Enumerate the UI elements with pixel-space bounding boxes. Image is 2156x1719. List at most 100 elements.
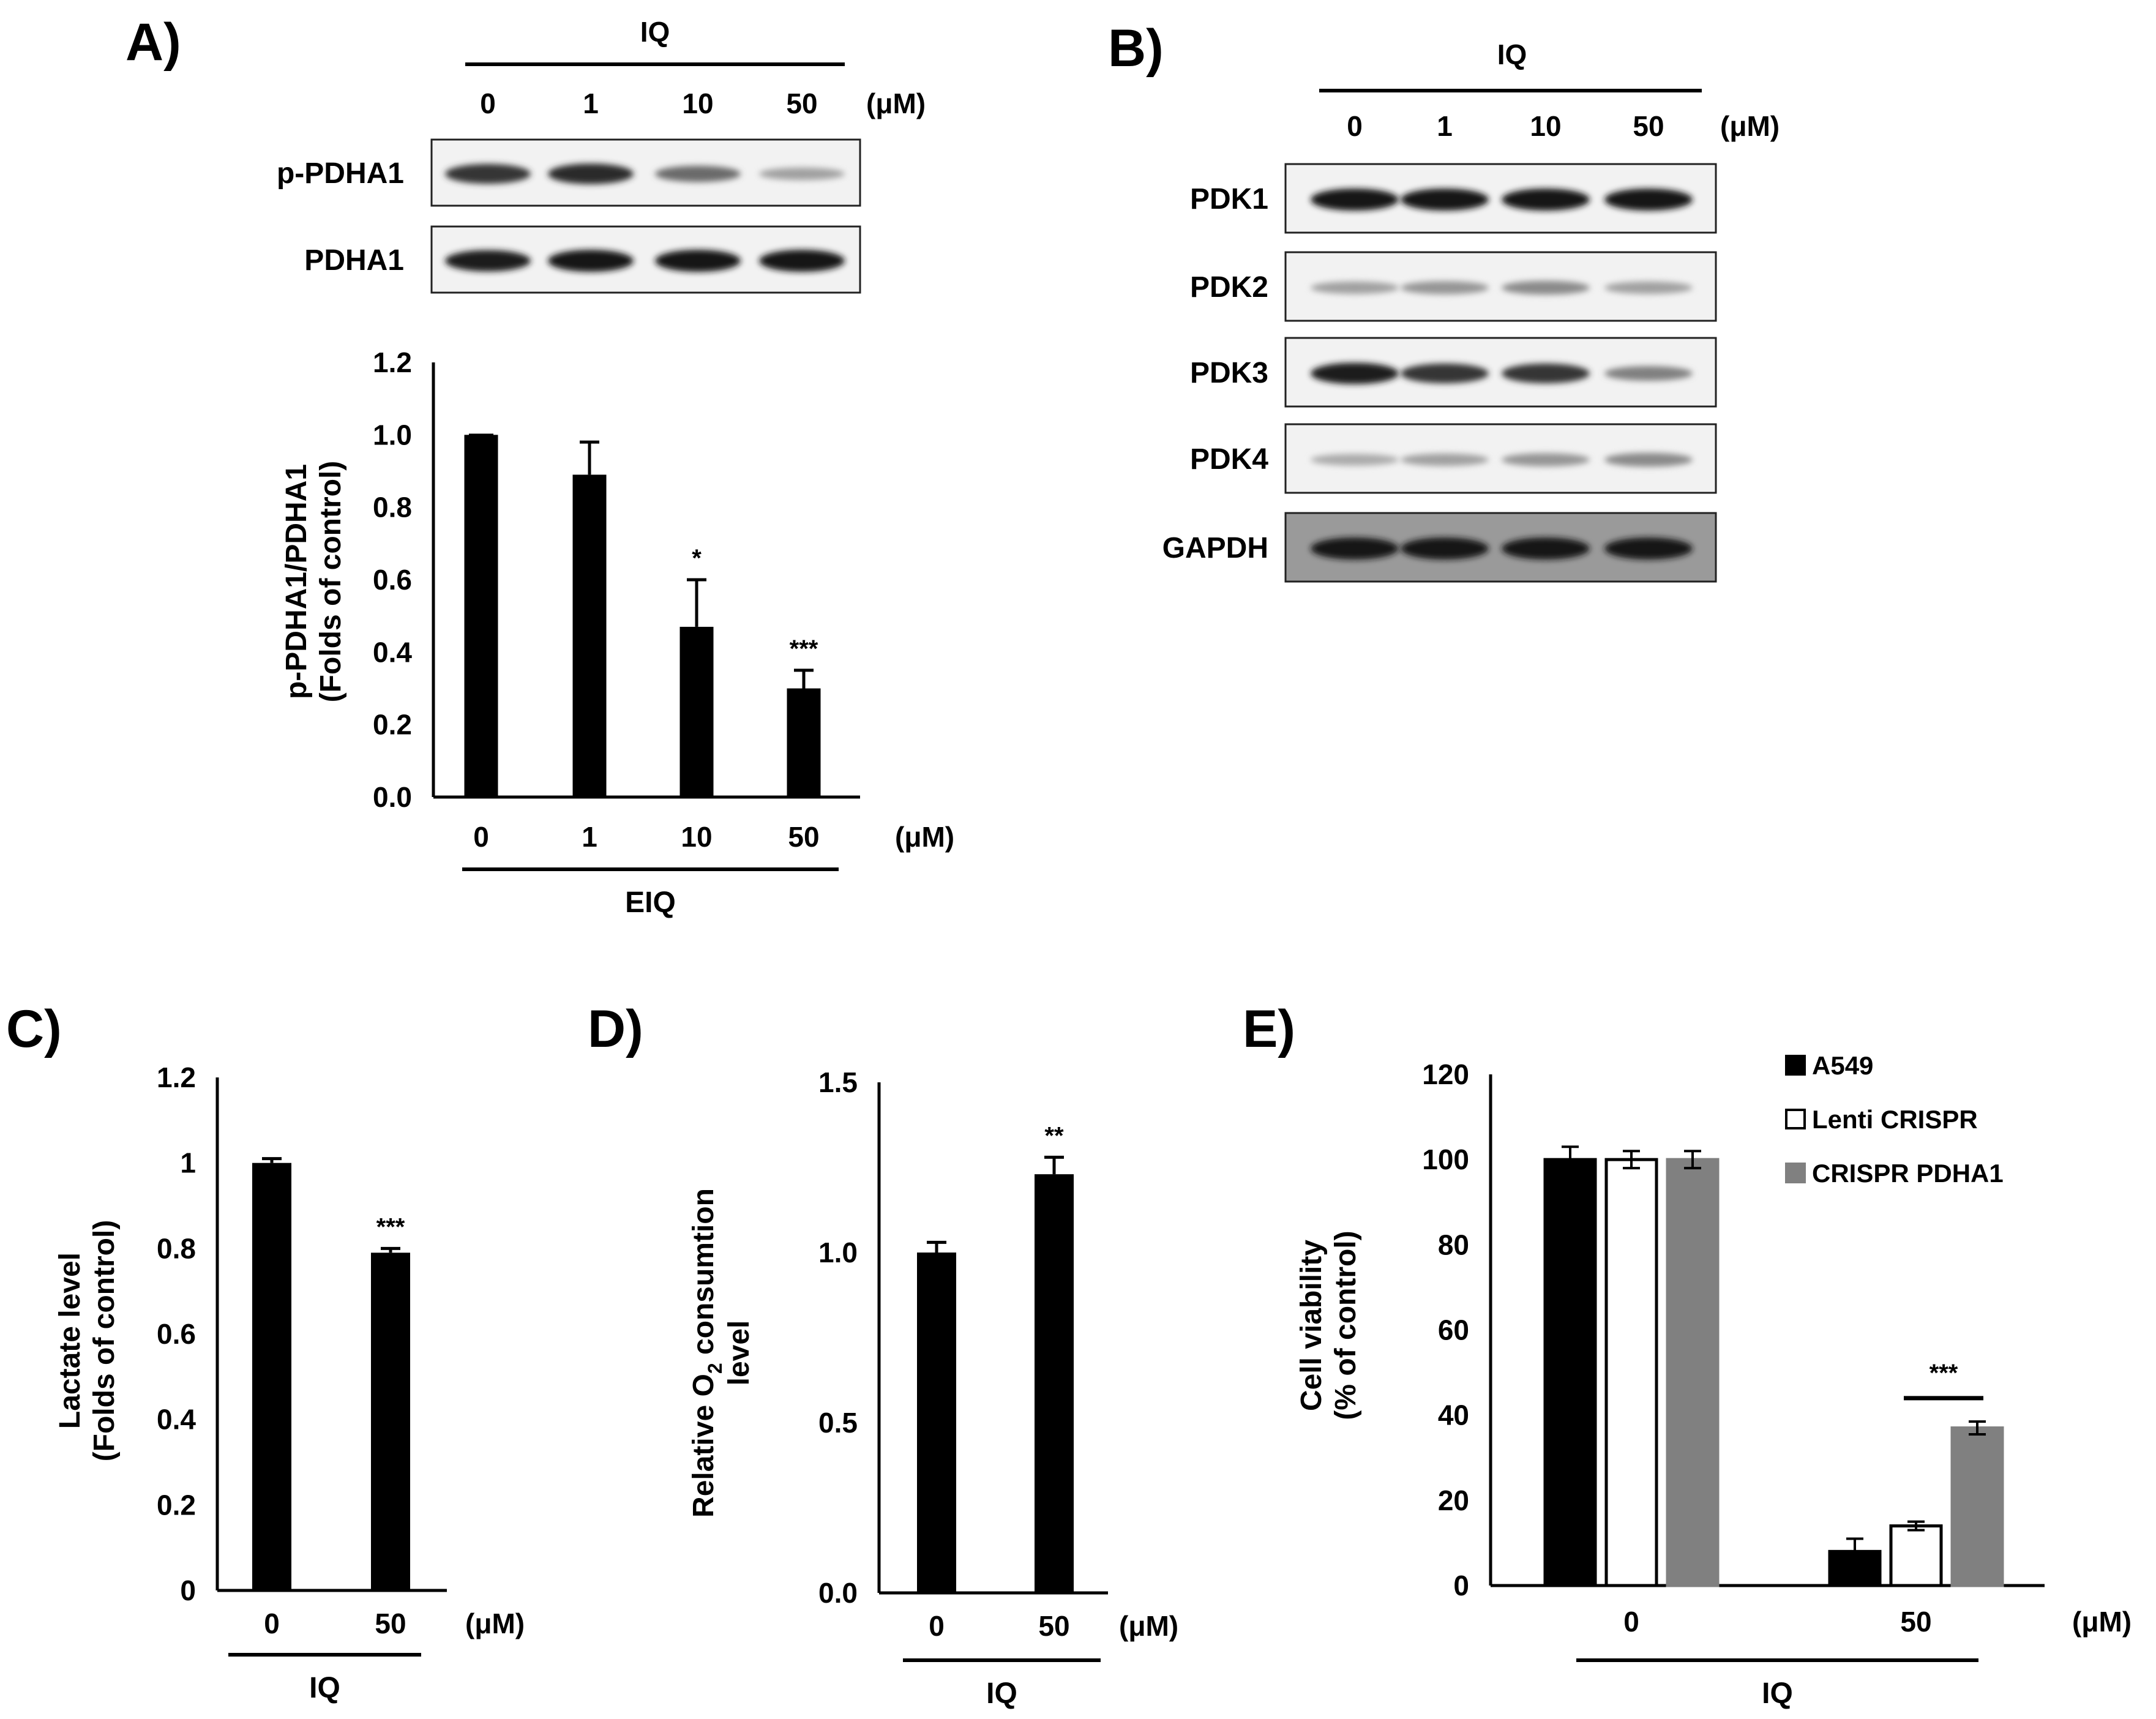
blot-dose-label: 10 xyxy=(682,88,713,119)
y-tick-label: 20 xyxy=(1438,1485,1469,1516)
blot-row-label: GAPDH xyxy=(1162,532,1268,564)
blot-row-pdk4: PDK4 xyxy=(1190,423,1717,494)
x-tick-label: 50 xyxy=(1038,1610,1069,1642)
y-axis-label-line: level xyxy=(723,1320,755,1386)
blot-dose-label: 50 xyxy=(786,88,817,119)
bar xyxy=(917,1253,956,1593)
blot-band xyxy=(1604,281,1693,294)
bar xyxy=(1035,1174,1074,1593)
blot-row-label: PDK2 xyxy=(1190,271,1268,304)
x-tick-label: 0 xyxy=(929,1610,945,1642)
bar xyxy=(1543,1158,1597,1587)
blot-band xyxy=(655,250,741,272)
y-axis-label: Relative O2 consumtion level xyxy=(687,1188,755,1518)
blot-band xyxy=(1311,189,1399,211)
y-tick-label: 0.4 xyxy=(373,636,412,668)
bar xyxy=(787,688,821,797)
x-group-label: IQ xyxy=(309,1672,340,1704)
blot-band xyxy=(445,163,531,184)
y-tick-label: 40 xyxy=(1438,1399,1469,1431)
bar-chart-d: 0.0 0.5 1.0 1.5 0 ** 50 IQ (μM) Relative O2 consu… xyxy=(687,1066,1178,1710)
blot-a-unit: (μM) xyxy=(866,88,926,119)
bar xyxy=(464,435,498,797)
bar-chart-c: 0 0.2 0.4 0.6 0.8 1 1.2 0 *** 50 IQ (μM) Lactate lev… xyxy=(54,1062,525,1704)
bar xyxy=(679,626,714,797)
significance-marker: ** xyxy=(1044,1122,1064,1149)
blot-band xyxy=(445,250,531,272)
blot-row-gapdh: GAPDH xyxy=(1162,512,1717,583)
blot-band xyxy=(1311,454,1399,466)
y-tick-label: 0.0 xyxy=(373,781,412,813)
significance-marker: * xyxy=(692,545,702,572)
blot-row-pdk3: PDK3 xyxy=(1190,337,1717,408)
blot-band xyxy=(1604,366,1693,381)
legend: A549 Lenti CRISPR CRISPR PDHA1 xyxy=(1785,1051,2004,1188)
y-axis-label-part: Relative O xyxy=(687,1374,720,1518)
significance-marker: *** xyxy=(1930,1360,1958,1387)
y-axis-label-line: (Folds of control) xyxy=(88,1220,121,1462)
bar xyxy=(1889,1524,1943,1587)
bar xyxy=(371,1253,410,1590)
blot-row-label: p-PDHA1 xyxy=(277,157,404,190)
significance-marker: *** xyxy=(790,635,818,662)
blot-band xyxy=(655,165,741,182)
blot-band xyxy=(1502,280,1590,295)
y-axis-label: Cell viability(% of control) xyxy=(1295,1230,1362,1420)
blot-dose-label: 10 xyxy=(1530,110,1561,142)
y-tick-label: 0.2 xyxy=(157,1489,196,1521)
y-tick-label: 0.8 xyxy=(157,1232,196,1264)
y-tick-label: 120 xyxy=(1422,1058,1469,1090)
blot-dose-label: 0 xyxy=(480,88,496,119)
y-tick-label: 0 xyxy=(1453,1570,1469,1601)
panel-label-e: E) xyxy=(1243,1000,1295,1058)
legend-swatch xyxy=(1785,1055,1806,1076)
blot-band xyxy=(1502,453,1590,466)
y-axis-label: p-PDHA1/PDHA1(Folds of control) xyxy=(280,461,347,703)
y-tick-label: 0.8 xyxy=(373,492,412,523)
blot-row-pdha1: PDHA1 xyxy=(304,225,861,294)
y-tick-label: 0.0 xyxy=(818,1577,858,1609)
x-group-label: EIQ xyxy=(625,886,676,919)
y-axis-label-part: consumtion xyxy=(687,1188,720,1363)
x-tick-label: 1 xyxy=(582,821,597,853)
x-tick-label: 50 xyxy=(788,821,819,853)
blot-band xyxy=(1311,537,1399,560)
blot-dose-label: 1 xyxy=(1437,110,1453,142)
blot-band xyxy=(1604,452,1693,467)
x-unit-label: (μM) xyxy=(1119,1610,1178,1642)
blot-band xyxy=(548,163,634,184)
bar xyxy=(1950,1426,2004,1587)
y-axis-label: Lactate level(Folds of control) xyxy=(54,1220,121,1462)
blot-dose-label: 1 xyxy=(583,88,599,119)
x-tick-label: 0 xyxy=(264,1608,280,1639)
legend-entry: A549 xyxy=(1812,1051,1873,1080)
blot-band xyxy=(1604,537,1693,560)
y-tick-label: 1.5 xyxy=(818,1066,858,1098)
y-tick-label: 1.0 xyxy=(373,419,412,451)
blot-band xyxy=(1604,189,1693,211)
blot-band xyxy=(1311,362,1399,384)
y-tick-label: 0 xyxy=(180,1575,196,1606)
x-tick-label: 10 xyxy=(681,821,712,853)
y-tick-label: 1.0 xyxy=(818,1237,858,1268)
blot-band xyxy=(548,250,634,272)
y-tick-label: 0.6 xyxy=(373,564,412,596)
y-tick-label: 0.5 xyxy=(818,1407,858,1439)
blot-band xyxy=(1401,363,1489,384)
bar-chart-e: 0 20 40 60 80 100 120 0 50 *** A549 Lenti CRISPR CRI… xyxy=(1295,1051,2132,1710)
blot-dose-label: 50 xyxy=(1633,110,1664,142)
blot-row-p-pdha1: p-PDHA1 xyxy=(277,138,861,207)
y-tick-label: 1.2 xyxy=(373,346,412,378)
bar xyxy=(1666,1158,1720,1587)
legend-entry: Lenti CRISPR xyxy=(1812,1105,1978,1134)
blot-dose-label: 0 xyxy=(1347,110,1363,142)
legend-swatch xyxy=(1785,1163,1806,1183)
y-tick-label: 100 xyxy=(1422,1144,1469,1175)
x-tick-label: 0 xyxy=(473,821,489,853)
legend-entry: CRISPR PDHA1 xyxy=(1812,1159,2004,1188)
blot-band xyxy=(759,167,845,181)
y-tick-label: 0.6 xyxy=(157,1318,196,1350)
blot-band xyxy=(1502,189,1590,211)
y-tick-label: 0.4 xyxy=(157,1404,196,1436)
